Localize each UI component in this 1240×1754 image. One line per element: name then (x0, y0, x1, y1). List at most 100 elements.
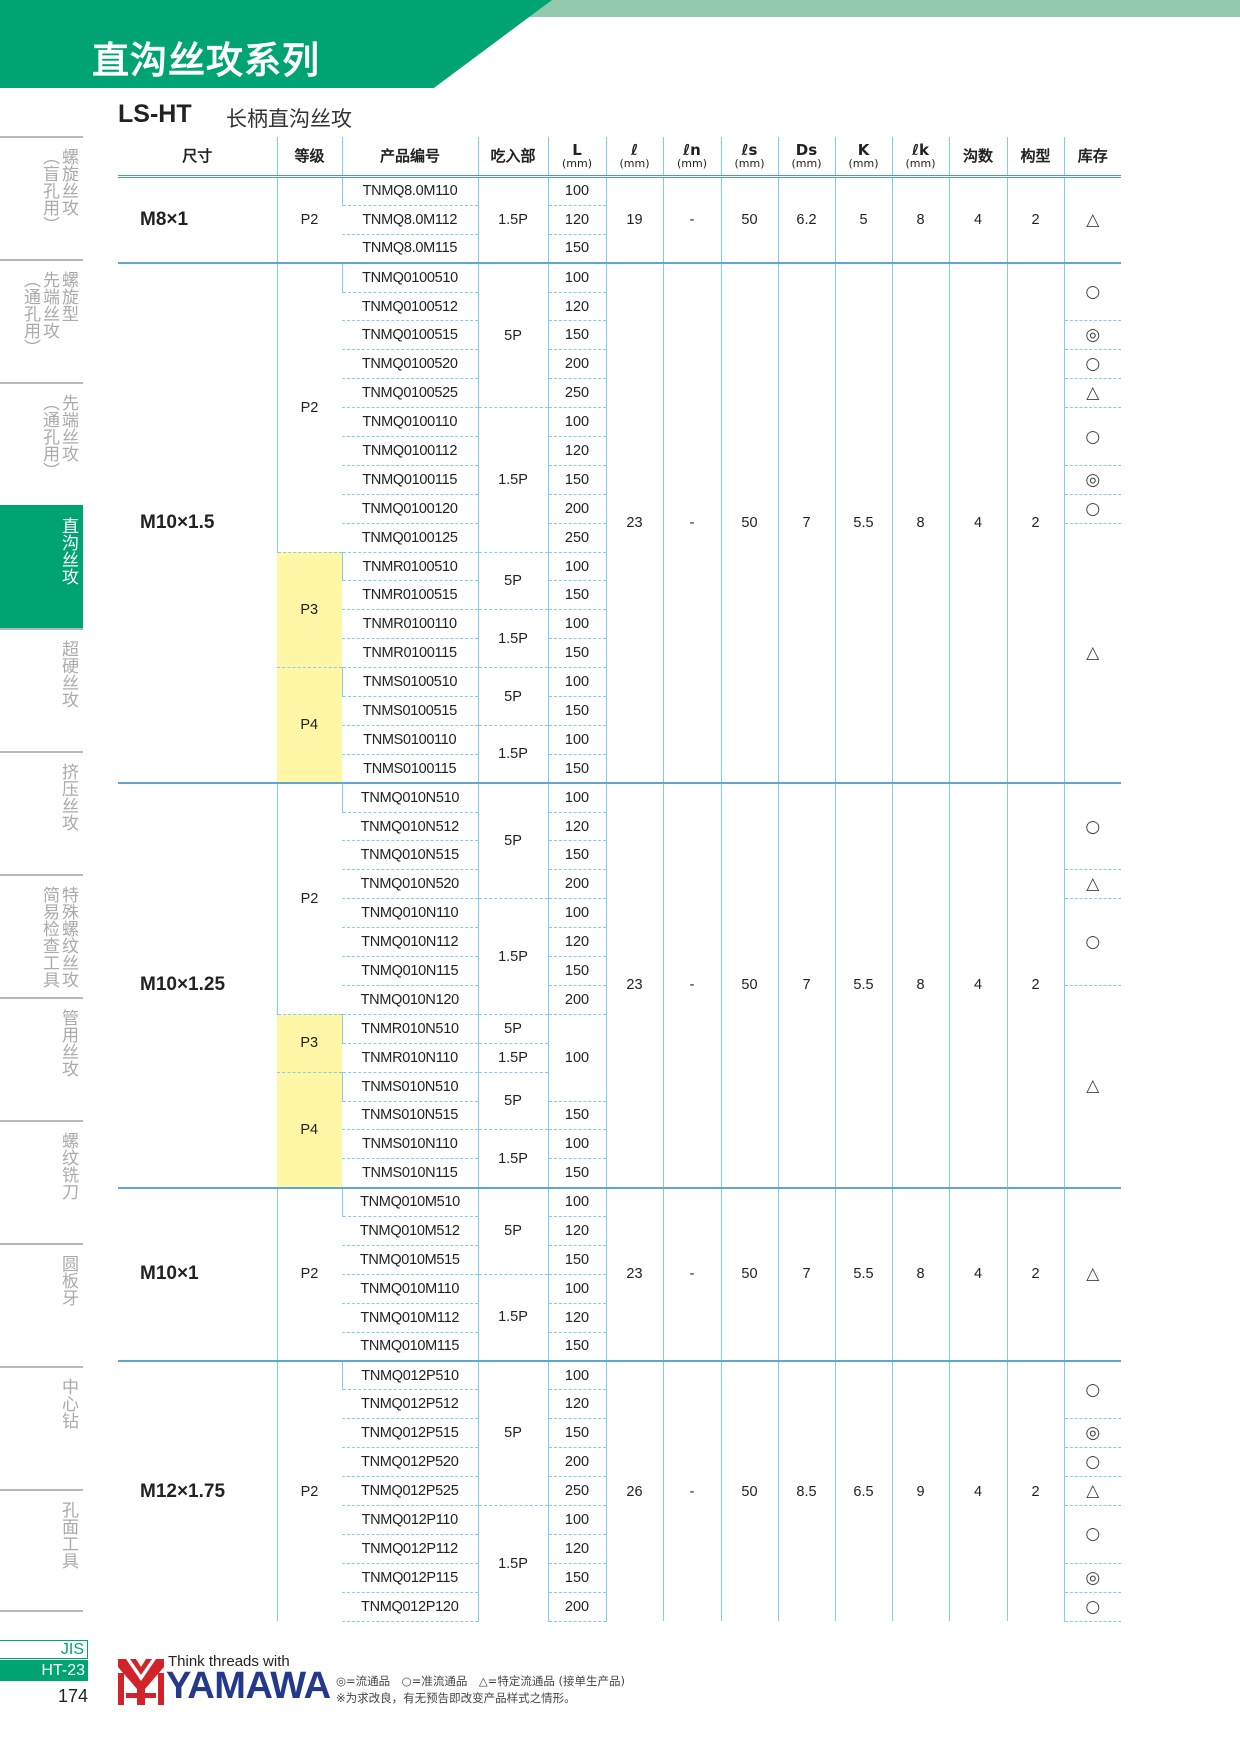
length-cell: 100 (547, 609, 606, 639)
column-header-unit: (mm) (676, 156, 707, 170)
entry-cell: 5P (477, 1360, 548, 1506)
sidebar-tab[interactable]: 中心钻 (0, 1366, 83, 1489)
length-cell: 100 (547, 1273, 606, 1304)
length-cell: 200 (547, 493, 606, 524)
product-code-cell: TNMQ0100110 (342, 407, 478, 437)
product-code-cell: TNMQ010M110 (342, 1273, 478, 1304)
product-code-cell: TNMQ0100510 (341, 262, 478, 293)
stock-cell: △ (1063, 984, 1121, 1188)
flutes-cell: 4 (948, 262, 1007, 784)
grade-cell: P2 (276, 782, 342, 1015)
stock-cell: △ (1063, 378, 1121, 408)
stock-cell: △ (1063, 869, 1121, 899)
table-row: TNMQ010N515 150 (118, 840, 1121, 870)
series-code: LS-HT (118, 100, 192, 128)
product-code-cell: TNMQ012P120 (342, 1591, 478, 1622)
sidebar-tab[interactable]: 螺旋型 先端丝攻 （通孔用） (0, 259, 83, 382)
length-cell: 150 (547, 840, 606, 870)
logo-wordmark: YAMAWA (166, 1665, 331, 1707)
length-cell: 100 (547, 407, 606, 437)
product-code-cell: TNMQ012P515 (342, 1418, 478, 1448)
table-row: P4 TNMS010N510 5P (118, 1071, 1121, 1188)
length-cell: 150 (547, 1331, 606, 1362)
standard-label: JIS (0, 1640, 88, 1659)
length-cell: 200 (547, 349, 606, 379)
table-row: TNMQ010M110 1.5P 100 (118, 1273, 1121, 1362)
type-cell: 2 (1006, 1360, 1064, 1622)
stock-cell: ◎ (1063, 464, 1121, 495)
grade-cell: P3 (277, 551, 342, 668)
product-code-cell: TNMQ012P525 (342, 1476, 478, 1506)
type-cell: 2 (1006, 262, 1064, 784)
spec-table: 尺寸 等级 产品编号 吃入部 L (mm) ℓ (mm) ℓn (mm) ℓs (mm) Ds (mm) K… (118, 137, 1121, 1622)
sidebar-tab[interactable]: 螺旋丝攻 （盲孔用） (0, 136, 83, 259)
stock-cell: ○ (1063, 262, 1121, 321)
length-cell: 100 (547, 898, 606, 928)
table-row: TNMS010N110 1.5P 100 (118, 1129, 1121, 1188)
entry-cell: 1.5P (477, 898, 548, 1015)
product-code-cell: TNMQ0100520 (342, 349, 478, 379)
size-cell: M12×1.75 (118, 1360, 277, 1622)
lk-cell: 8 (891, 1186, 949, 1362)
product-code-cell: TNMQ0100125 (342, 522, 478, 553)
table-row: TNMQ012P525 250 △ (118, 1476, 1121, 1506)
table-row: TNMQ010N110 1.5P 100 ○ (118, 898, 1121, 1015)
table-row: TNMQ012P115 150 ◎ (118, 1562, 1121, 1593)
length-cell: 200 (547, 1591, 606, 1622)
product-code-cell: TNMS010N110 (342, 1129, 478, 1159)
table-row: TNMQ0100512 120 (118, 291, 1121, 321)
grade-cell: P3 (277, 1013, 342, 1073)
grade-cell: P2 (276, 1360, 342, 1622)
sidebar-tab[interactable]: 管用丝攻 (0, 997, 83, 1120)
ls-cell: 50 (720, 1360, 778, 1622)
stock-cell: △ (1063, 522, 1121, 784)
yamawa-logo: Think threads with YAMAWA (118, 1653, 331, 1707)
sidebar-tab[interactable]: 孔面工具 (0, 1489, 83, 1612)
table-row: TNMQ012P110 1.5P 100 ○ (118, 1504, 1121, 1622)
lk-cell: 8 (891, 262, 949, 784)
sidebar-tab[interactable]: 圆板牙 (0, 1243, 83, 1366)
table-row: TNMQ012P512 120 (118, 1389, 1121, 1419)
flutes-cell: 4 (948, 175, 1007, 264)
table-row: M8×1 P2 TNMQ8.0M110 1.5P 100 19-50 6.2 5 8 4 2 △ (118, 175, 1121, 264)
length-cell: 150 (547, 464, 606, 495)
sidebar-tab[interactable]: 挤压丝攻 (0, 751, 83, 874)
stock-cell: ◎ (1063, 1562, 1121, 1593)
page-title: 直沟丝攻系列 (92, 39, 320, 82)
sidebar-tab[interactable]: 直沟丝攻 (0, 505, 83, 628)
product-code-cell: TNMR010N110 (342, 1042, 478, 1073)
ln-cell: - (662, 1360, 721, 1622)
ls-cell: 50 (720, 1186, 778, 1362)
entry-cell: 1.5P (477, 1504, 548, 1622)
entry-cell: 1.5P (477, 609, 548, 668)
column-header: K (mm) (834, 137, 892, 178)
sidebar-tab[interactable]: 螺纹铣刀 (0, 1120, 83, 1243)
l-cell: 19 (605, 175, 663, 264)
sidebar-tab[interactable]: 超硬丝攻 (0, 628, 83, 751)
length-cell: 250 (547, 522, 606, 553)
lk-cell: 8 (891, 782, 949, 1188)
column-header: 等级 (276, 137, 342, 178)
column-header-unit: (mm) (734, 156, 765, 170)
table-row: TNMQ010M112 120 (118, 1302, 1121, 1333)
grade-cell: P2 (276, 1186, 342, 1362)
flutes-cell: 4 (948, 782, 1007, 1188)
product-code-cell: TNMR010N510 (341, 1013, 478, 1044)
column-header: 构型 (1006, 137, 1064, 178)
entry-cell: 1.5P (477, 175, 548, 264)
table-row: TNMQ010N115 150 (118, 956, 1121, 986)
column-header: 沟数 (948, 137, 1007, 178)
sidebar-tab[interactable]: 先端丝攻 （通孔用） (0, 382, 83, 505)
table-row: TNMQ0100520 200 ○ (118, 349, 1121, 379)
entry-cell: 1.5P (477, 1042, 548, 1073)
table-row: M12×1.75 P2 TNMQ012P510 5P 100 26-50 8.5 6.5 9 4 2… (118, 1360, 1121, 1622)
entry-cell: 5P (477, 1186, 548, 1275)
table-row: TNMQ012P520 200 ○ (118, 1447, 1121, 1477)
column-header-unit: (mm) (561, 156, 592, 170)
sidebar-tab[interactable]: 特殊螺纹丝攻 简易检查工具 (0, 874, 83, 997)
table-row: TNMQ0100110 1.5P 100 ○ (118, 407, 1121, 553)
column-header-label: ℓn (683, 140, 701, 159)
type-cell: 2 (1006, 782, 1064, 1188)
ds-cell: 7 (777, 782, 835, 1188)
entry-cell: 5P (477, 1071, 548, 1130)
